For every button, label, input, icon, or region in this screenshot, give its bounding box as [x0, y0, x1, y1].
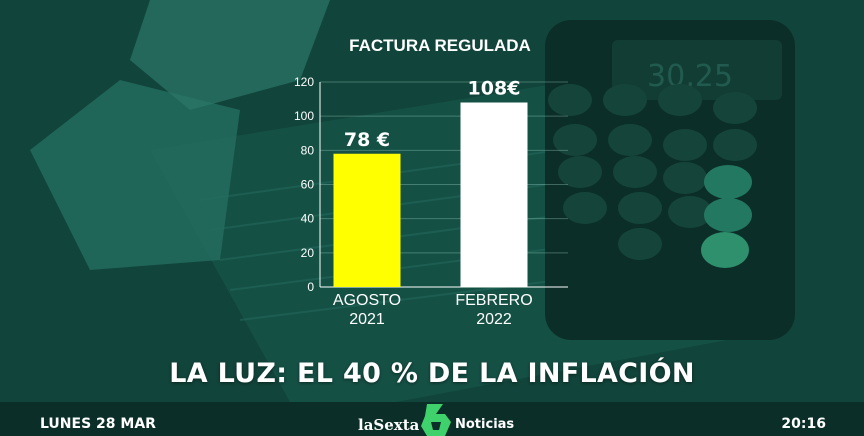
- data-label: 78 €: [344, 129, 390, 151]
- bar: [333, 153, 401, 287]
- y-tick-label: 20: [301, 246, 315, 260]
- bar-chart: 0 20 40 60 80 100 120 78 € AGOSTO 2021 108€ FEBRER…: [294, 75, 568, 329]
- lasexta-6-logo-icon: [421, 404, 451, 436]
- y-tick-label: 0: [307, 280, 314, 294]
- headline: LA LUZ: EL 40 % DE LA INFLACIÓN: [169, 358, 695, 389]
- y-tick-label: 80: [301, 143, 315, 157]
- x-tick-label: 2022: [476, 311, 512, 328]
- chart-labels: 78 € AGOSTO 2021 108€ FEBRERO 2022: [333, 78, 533, 329]
- date-label: LUNES 28 MAR: [40, 416, 156, 432]
- data-label: 108€: [468, 78, 521, 100]
- bar: [460, 102, 528, 287]
- brand-name: laSexta: [358, 416, 420, 434]
- y-tick-label: 120: [294, 75, 314, 89]
- y-tick-label: 100: [294, 109, 314, 123]
- x-tick-label: 2021: [349, 311, 385, 328]
- y-tick-label: 40: [301, 212, 315, 226]
- time-label: 20:16: [781, 416, 826, 432]
- chart-bars: [333, 102, 528, 287]
- x-tick-label: FEBRERO: [455, 292, 532, 309]
- chart-title: FACTURA REGULADA: [349, 36, 531, 55]
- channel-brand: laSexta Noticias: [358, 402, 528, 436]
- x-tick-label: AGOSTO: [333, 292, 401, 309]
- y-tick-label: 60: [301, 178, 315, 192]
- bottom-bar: LUNES 28 MAR laSexta Noticias 20:16: [0, 402, 864, 436]
- brand-section: Noticias: [455, 417, 515, 432]
